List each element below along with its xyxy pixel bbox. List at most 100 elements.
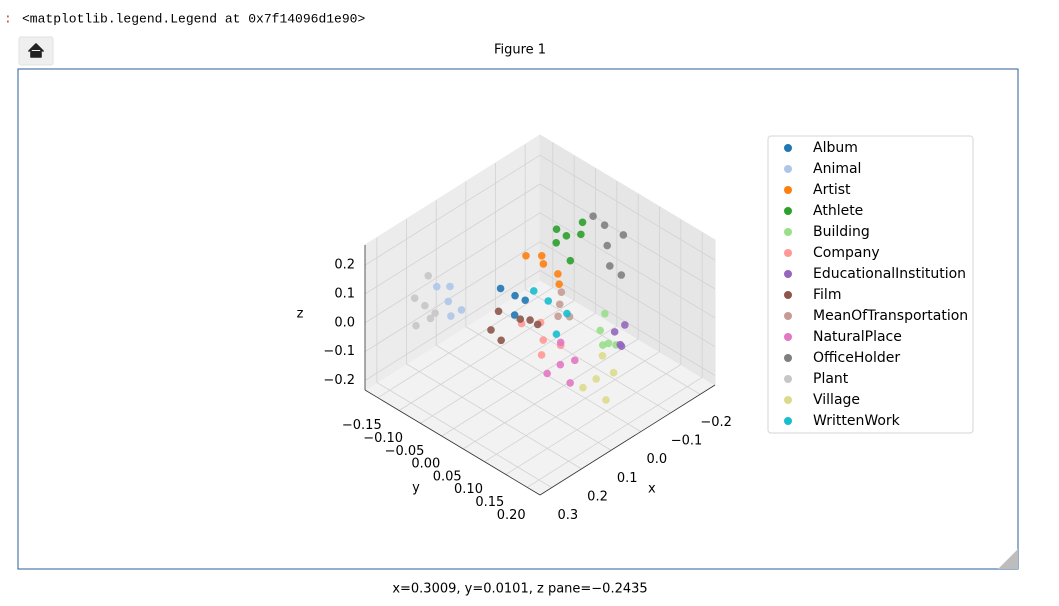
point	[543, 369, 551, 378]
legend: Album Animal Artist Athlete Building Company E…	[767, 135, 974, 434]
point	[497, 336, 505, 345]
status-bar: x=0.3009, y=0.0101, z pane=−0.2435	[392, 582, 647, 597]
point	[510, 311, 519, 319]
legend-label: EducationalInstitution	[813, 266, 966, 282]
y-tick-label: 0.00	[411, 457, 440, 472]
legend-label: Athlete	[813, 203, 863, 219]
point	[577, 230, 585, 239]
point	[557, 288, 566, 296]
legend-marker	[784, 396, 792, 404]
legend-box	[767, 135, 974, 434]
legend-marker	[784, 417, 792, 425]
legend-marker	[784, 144, 792, 152]
point	[617, 342, 626, 350]
point	[432, 282, 441, 291]
point	[603, 241, 612, 250]
point	[604, 339, 613, 348]
axes-3d: −0.2−0.10.00.10.20.3−0.15−0.10−0.050.000…	[323, 134, 732, 523]
point	[431, 309, 439, 317]
legend-marker	[784, 207, 792, 215]
point	[578, 218, 587, 227]
point	[539, 336, 548, 344]
z-tick-label: −0.2	[323, 373, 355, 388]
y-tick-label: −0.05	[385, 444, 425, 459]
figure-title: Figure 1	[494, 43, 546, 58]
point	[494, 307, 503, 316]
point	[570, 356, 579, 365]
x-grid-line	[406, 218, 582, 470]
right-pane	[539, 134, 716, 386]
x-tick-label: −0.2	[700, 415, 732, 430]
y-grid-line	[398, 155, 575, 411]
home-button[interactable]	[18, 36, 54, 66]
legend-label: Artist	[813, 182, 851, 198]
x-grid-line	[465, 181, 642, 432]
point	[511, 291, 519, 300]
point	[610, 328, 619, 336]
z-tick-label: −0.1	[323, 344, 355, 359]
x-axis-label: x	[648, 482, 656, 497]
point	[446, 282, 454, 291]
y-tick-label: 0.20	[497, 508, 526, 523]
legend-label: Building	[813, 224, 870, 240]
z-grid-line	[364, 154, 716, 266]
point	[521, 296, 530, 305]
legend-label: NaturalPlace	[813, 329, 902, 345]
x-grid-line	[435, 200, 612, 451]
legend-marker	[784, 165, 792, 173]
y-tick-label: −0.10	[363, 431, 403, 446]
point	[457, 306, 466, 314]
point	[619, 231, 628, 239]
z-tick-label: 0.0	[334, 315, 355, 330]
y-tick-label: −0.15	[342, 418, 382, 433]
point	[602, 396, 610, 404]
point	[421, 301, 429, 310]
point	[601, 309, 609, 318]
y-grid-line	[462, 193, 639, 450]
z-axis-label: z	[297, 307, 304, 322]
legend-label: MeanOfTransportation	[813, 308, 968, 324]
point	[426, 314, 435, 323]
point	[562, 232, 571, 240]
y-tick-label: 0.15	[475, 495, 504, 510]
x-tick-label: 0.0	[647, 452, 668, 467]
legend-marker	[784, 291, 792, 299]
y-grid-line	[505, 219, 682, 475]
point	[526, 316, 534, 324]
legend-label: Village	[813, 392, 860, 408]
point	[617, 271, 626, 279]
point	[596, 326, 604, 335]
legend-label: Film	[813, 287, 841, 303]
point	[552, 238, 561, 247]
point	[537, 252, 546, 260]
point	[447, 312, 455, 320]
point	[424, 271, 433, 280]
point	[555, 280, 563, 288]
point	[537, 351, 546, 359]
z-grid-line	[364, 183, 716, 295]
x-tick-label: 0.2	[587, 489, 608, 504]
point	[609, 368, 618, 377]
point	[592, 375, 600, 383]
z-tick-label: 0.1	[334, 287, 355, 302]
resize-handle[interactable]	[998, 549, 1018, 569]
point	[496, 284, 505, 293]
legend-marker	[784, 375, 792, 383]
point	[566, 256, 575, 265]
point	[554, 312, 562, 321]
x-tick-label: 0.1	[617, 471, 638, 486]
point	[544, 297, 553, 305]
legend-marker	[784, 333, 792, 341]
z-grid-line	[364, 212, 716, 324]
point	[554, 270, 562, 278]
legend-marker	[784, 249, 792, 257]
x-tick-label: −0.1	[671, 433, 703, 448]
x-tick-label: 0.3	[558, 508, 579, 523]
axis-lines	[364, 245, 716, 496]
point	[556, 338, 565, 347]
legend-marker	[784, 186, 792, 194]
point	[539, 260, 548, 268]
point	[410, 294, 419, 302]
point	[552, 330, 561, 338]
